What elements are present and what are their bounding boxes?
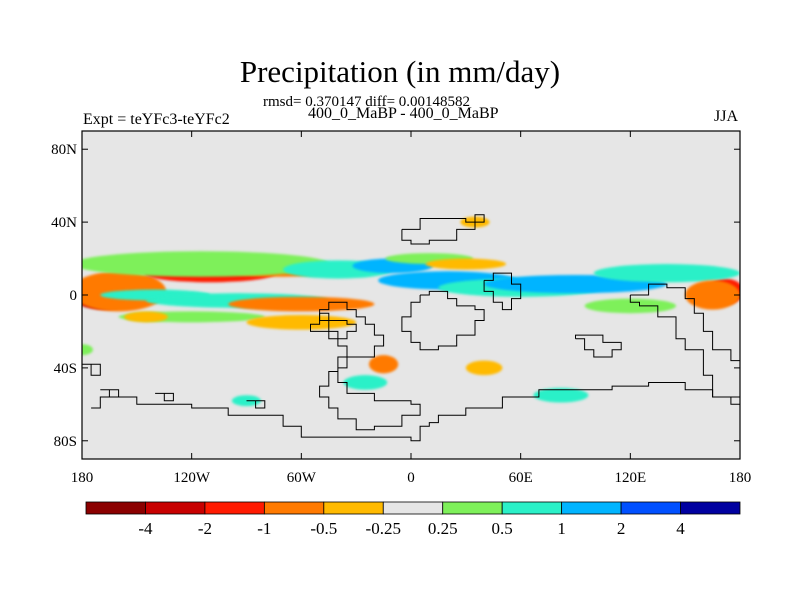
colorbar-swatch-6 (442, 501, 503, 515)
center-subtitle: 400_0_MaBP - 400_0_MaBP (308, 105, 499, 122)
field-blob-18 (246, 315, 357, 330)
coastline-layer (82, 214, 740, 442)
field-blob-23 (368, 355, 399, 374)
coastline-4 (483, 272, 522, 311)
colorbar-swatch-9 (620, 501, 681, 515)
field-blob-9 (425, 258, 507, 270)
lon-tick-label-5: 120E (614, 470, 646, 486)
colorbar-label-4: -0.25 (366, 519, 401, 538)
colorbar-swatch-3 (263, 501, 325, 515)
colorbar-swatch-4 (323, 501, 384, 515)
coastline-10 (155, 392, 174, 402)
lon-tick-label-6: 180 (729, 470, 752, 486)
coastline-8 (82, 363, 101, 376)
field-blob-22 (306, 338, 351, 354)
colorbar-swatch-10 (680, 501, 741, 515)
lat-tick-label-4: 80S (54, 434, 77, 450)
field-layer (82, 216, 740, 407)
lon-tick-label-1: 120W (173, 470, 211, 486)
right-subtitle: JJA (714, 108, 739, 125)
coastline-2 (310, 312, 357, 340)
colorbar-label-8: 2 (617, 519, 626, 538)
axis-tick-labels: 80N 40N 0 40S 80S 180 120W 60W 0 60E 120E 180 (51, 142, 751, 486)
lat-tick-label-1: 40N (51, 215, 77, 231)
lon-tick-label-2: 60W (287, 470, 317, 486)
coastline-11 (246, 400, 266, 409)
colorbar-swatch-1 (145, 501, 206, 515)
field-blob-13 (593, 264, 740, 283)
field-blob-25 (465, 360, 503, 376)
coastline-9 (100, 389, 120, 398)
colorbar-label-9: 4 (676, 519, 685, 538)
colorbar-swatch-2 (204, 501, 265, 515)
field-blob-27 (533, 387, 589, 403)
colorbar-label-0: -4 (138, 519, 153, 538)
field-blob-24 (343, 375, 388, 390)
colorbar-swatch-8 (561, 501, 622, 515)
colorbar-label-3: -0.5 (310, 519, 337, 538)
field-blob-19 (124, 311, 168, 323)
colorbar-label-6: 0.5 (492, 519, 513, 538)
coastline-5 (401, 214, 485, 245)
lon-tick-label-4: 60E (509, 470, 533, 486)
colorbar-swatch-7 (501, 501, 563, 515)
stats-line: rmsd= 0.370147 diff= 0.00148582 (263, 94, 471, 110)
field-blob-20 (685, 280, 740, 310)
map-title: Precipitation (in mm/day) (239, 54, 561, 89)
colorbar-label-5: 0.25 (428, 519, 458, 538)
colorbar-swatch-0 (85, 501, 146, 515)
lat-tick-label-0: 80N (51, 142, 77, 158)
coastline-1 (319, 301, 421, 431)
lon-tick-label-3: 0 (407, 470, 415, 486)
coastline-7 (575, 334, 622, 358)
axis-ticks (81, 131, 741, 459)
left-subtitle: Expt = teYFc3-teYFc2 (83, 111, 230, 128)
colorbar: -4 -2 -1 -0.5 -0.25 0.25 0.5 1 2 4 (85, 501, 741, 538)
colorbar-swatch-5 (382, 501, 444, 515)
coastline-3 (401, 290, 485, 351)
field-blob-5 (82, 251, 329, 277)
field-blob-16 (228, 296, 375, 312)
lat-tick-label-3: 40S (54, 361, 77, 377)
lat-tick-label-2: 0 (70, 288, 78, 304)
colorbar-label-7: 1 (557, 519, 566, 538)
colorbar-label-1: -2 (198, 519, 212, 538)
colorbar-label-2: -1 (257, 519, 271, 538)
field-blob-21 (584, 298, 677, 314)
field-blob-29 (82, 344, 93, 356)
coastline-0 (91, 382, 740, 442)
coastline-6 (629, 283, 740, 405)
lon-tick-label-0: 180 (71, 470, 94, 486)
